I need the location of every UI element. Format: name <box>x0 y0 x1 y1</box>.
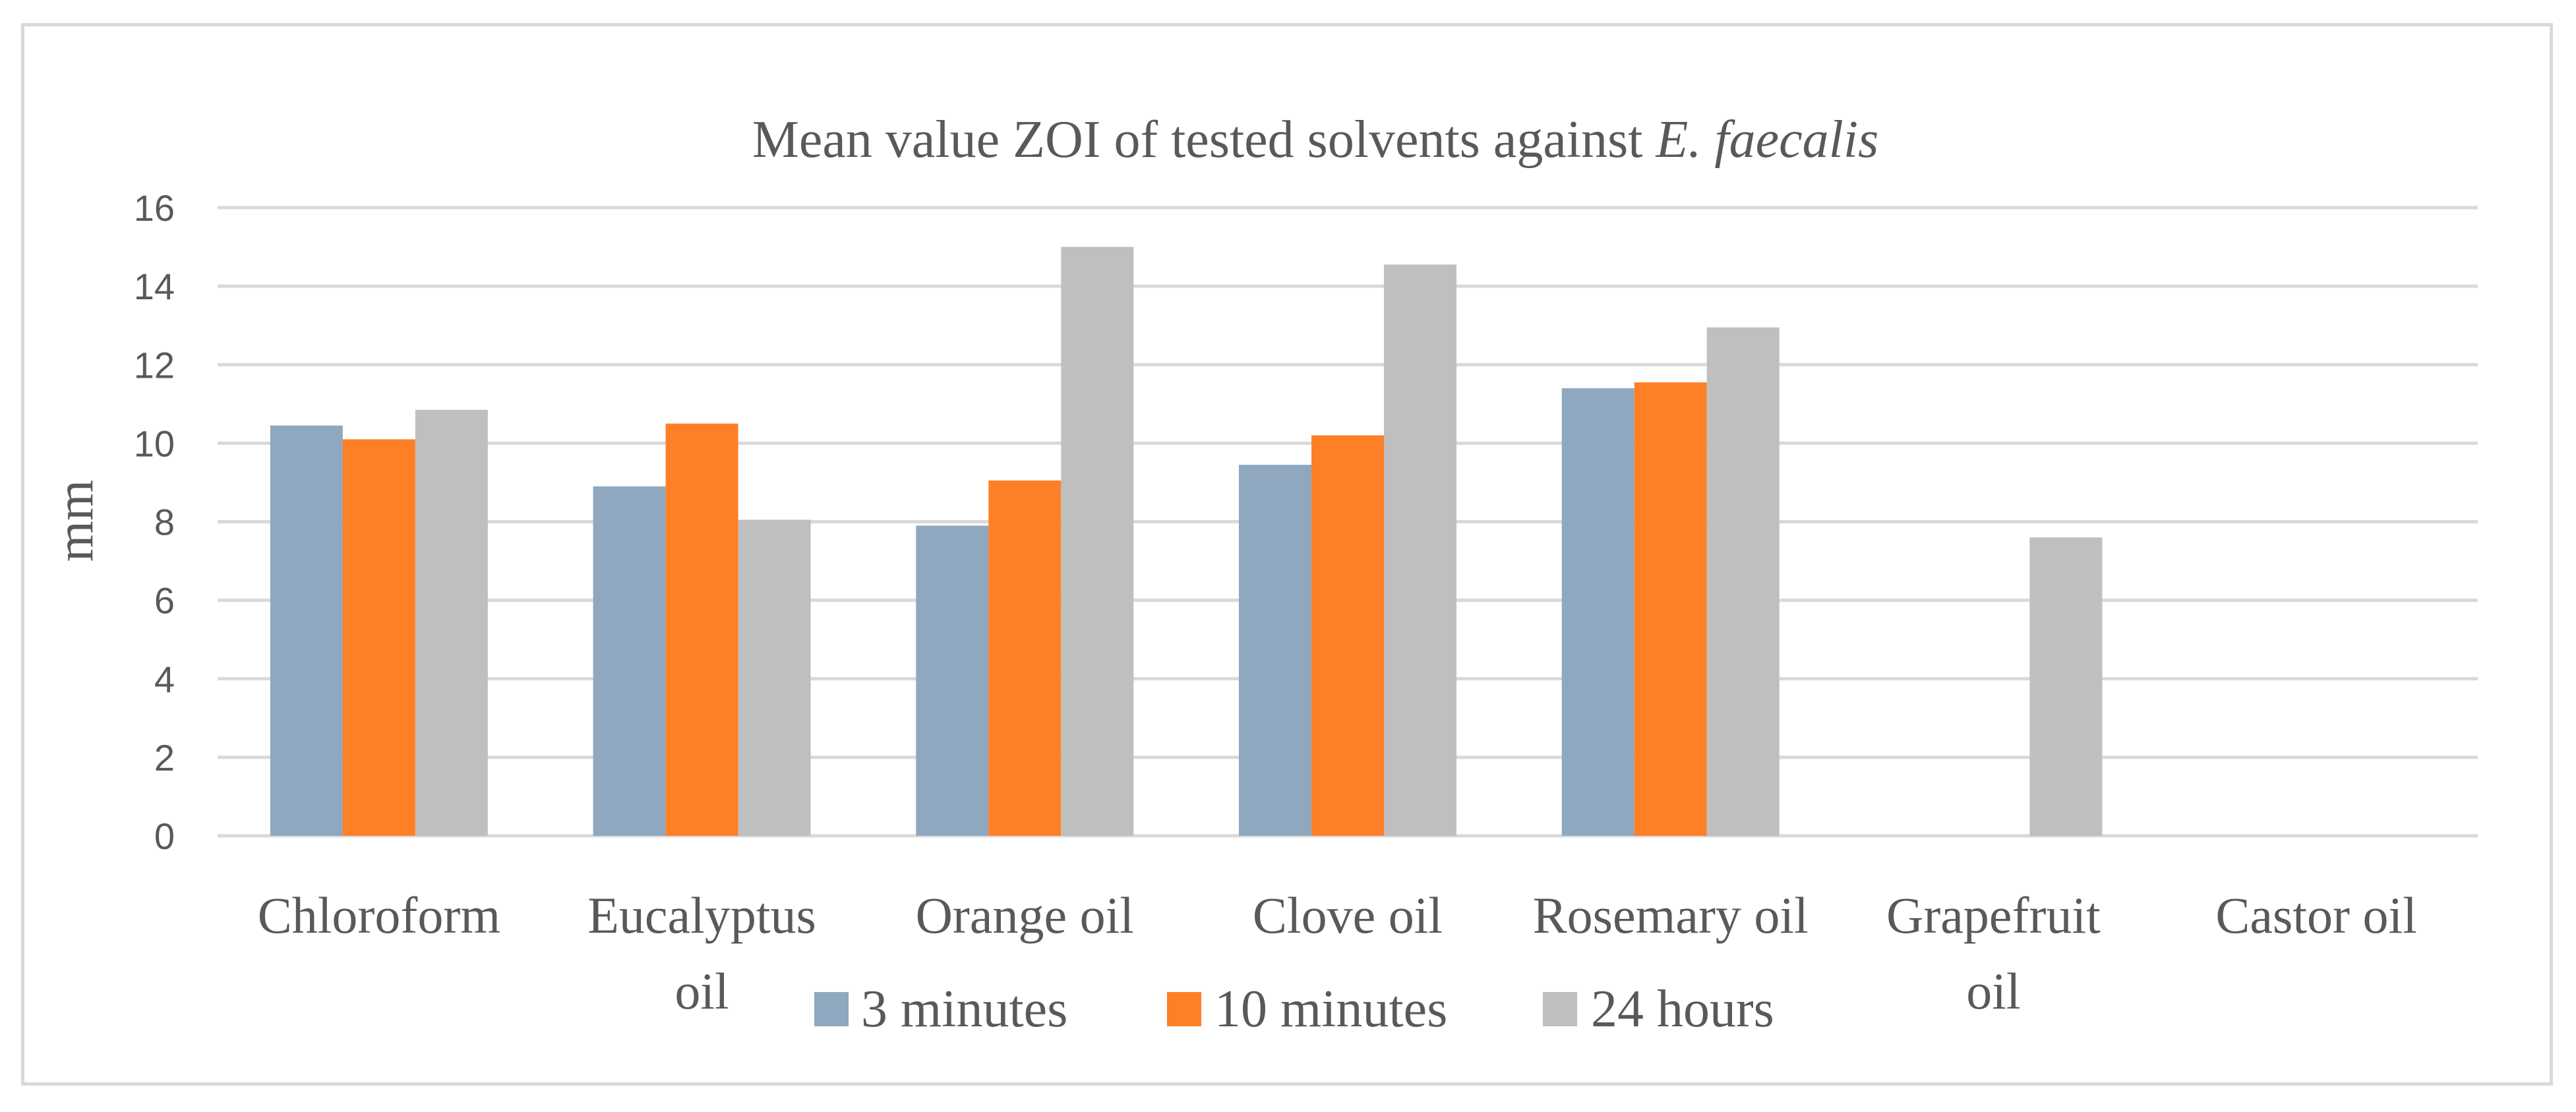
y-tick-label: 0 <box>154 815 175 857</box>
bar <box>1061 247 1134 836</box>
bar <box>342 439 415 836</box>
x-tick-label: Castor oil <box>2215 887 2417 944</box>
bar <box>2029 537 2103 836</box>
bar <box>1634 382 1707 836</box>
y-tick-label: 2 <box>154 737 175 778</box>
legend-label: 10 minutes <box>1214 980 1447 1038</box>
y-tick-label: 4 <box>154 658 175 700</box>
legend: 3 minutes 10 minutes 24 hours <box>814 980 1774 1038</box>
x-tick-label: Chloroform <box>258 887 500 944</box>
y-tick-label: 10 <box>134 423 175 464</box>
bar <box>738 519 811 836</box>
legend-swatch <box>1543 992 1577 1026</box>
bar <box>988 480 1062 836</box>
x-tick-label: Grapefruit <box>1886 887 2101 944</box>
bar <box>593 486 666 836</box>
x-tick-label: Rosemary oil <box>1533 887 1809 944</box>
bar <box>415 409 488 836</box>
bar <box>916 525 989 836</box>
bar <box>1561 388 1634 836</box>
y-axis-title: mm <box>46 480 104 562</box>
bar <box>1311 435 1384 836</box>
legend-label: 24 hours <box>1591 980 1774 1038</box>
bar <box>270 425 343 836</box>
bar <box>1706 327 1780 836</box>
y-tick-label: 6 <box>154 580 175 622</box>
bar <box>1239 465 1311 836</box>
x-tick-label: Eucalyptus <box>587 887 816 944</box>
y-tick-label: 8 <box>154 502 175 543</box>
bar <box>1384 264 1456 836</box>
legend-swatch <box>1167 992 1201 1026</box>
chart-title-italic: E. faecalis <box>1656 111 1879 169</box>
x-tick-label: oil <box>1966 962 2020 1020</box>
y-tick-label: 14 <box>134 266 175 307</box>
x-tick-label: Clove oil <box>1253 887 1443 944</box>
bar <box>665 423 738 836</box>
chart-title: Mean value ZOI of tested solvents agains… <box>752 111 1878 169</box>
legend-label: 3 minutes <box>861 980 1067 1038</box>
y-tick-labels: 0 2 4 6 8 10 12 14 16 <box>134 187 175 857</box>
x-tick-label: oil <box>674 962 729 1020</box>
x-tick-label: Orange oil <box>916 887 1134 944</box>
y-tick-label: 12 <box>134 344 175 386</box>
bars <box>270 247 2103 836</box>
legend-swatch <box>814 992 849 1026</box>
y-tick-label: 16 <box>134 187 175 229</box>
x-category-labels: Chloroform Eucalyptus oil Orange oil Clove o… <box>258 887 2417 1020</box>
chart-title-main: Mean value ZOI of tested solvents agains… <box>752 111 1643 169</box>
